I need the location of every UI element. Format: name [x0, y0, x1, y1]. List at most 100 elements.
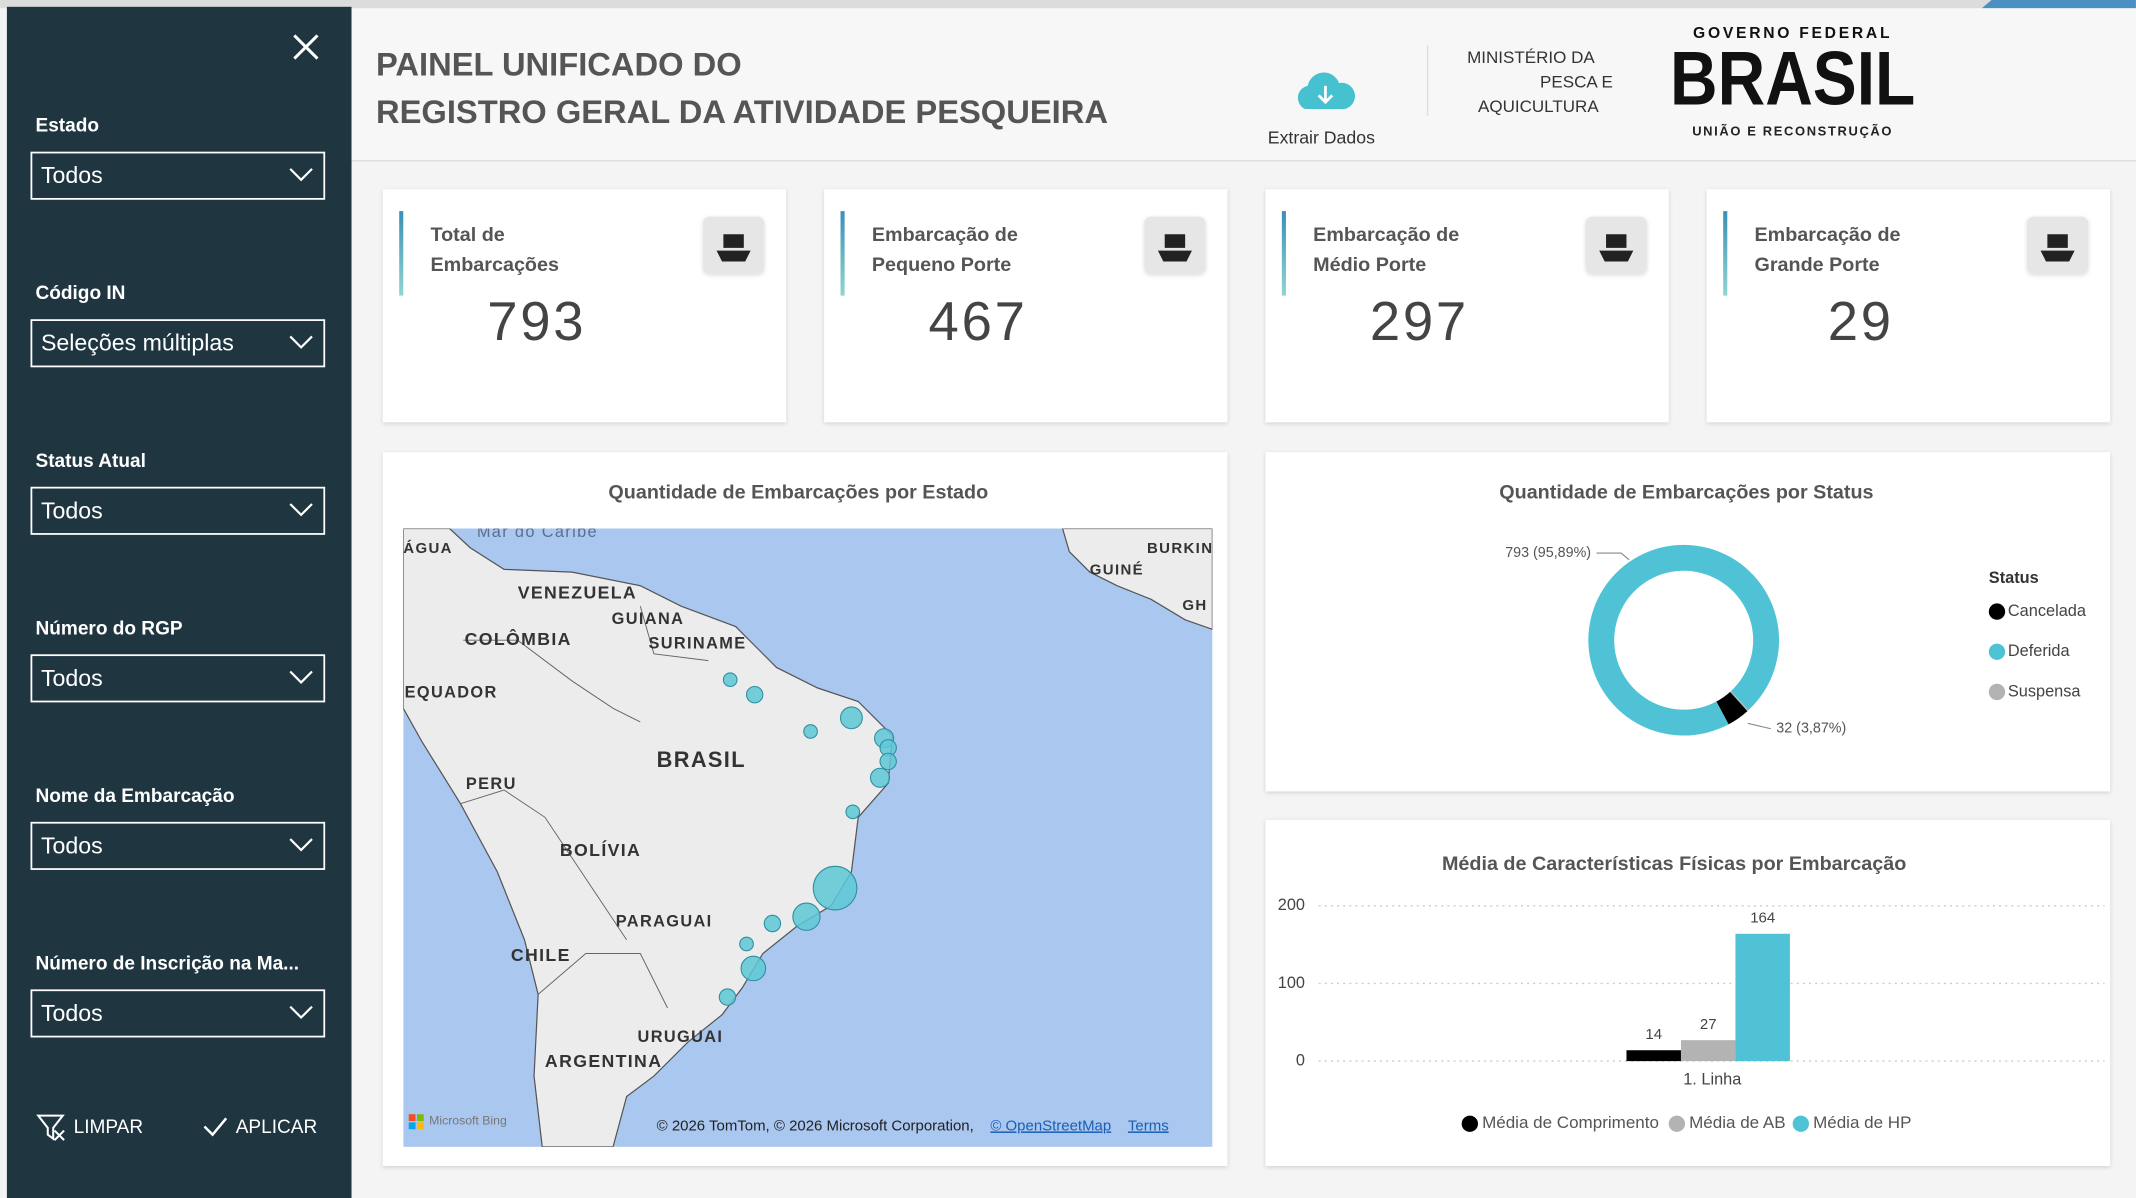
bing-text: Microsoft Bing: [429, 1113, 507, 1127]
dropdown[interactable]: Todos: [30, 821, 326, 870]
kpi-accent: [1281, 211, 1286, 296]
bar[interactable]: [1626, 1050, 1681, 1062]
chevron: [289, 335, 313, 349]
filter-label: Estado: [35, 116, 99, 137]
logo-top: GOVERNO FEDERAL: [1693, 25, 1892, 42]
donut-segment[interactable]: [1730, 691, 1749, 712]
bubble[interactable]: [845, 804, 861, 820]
kpi-row: Total de Embarcações 793 Embarcação de Peque…: [382, 189, 2111, 423]
bubble[interactable]: [879, 752, 897, 771]
donut-segment[interactable]: [1716, 691, 1748, 725]
filter-label: Nome da Embarcação: [35, 786, 234, 807]
apply-label: APLICAR: [236, 1117, 318, 1138]
top-accent: [1981, 0, 2136, 9]
map-label: BRASIL: [657, 747, 746, 772]
bar-chart: Média de Características Físicas por Emb…: [1278, 853, 2105, 1132]
dropdown[interactable]: Seleções múltiplas: [30, 319, 326, 368]
bing-logo: [408, 1114, 416, 1122]
data-label: 164: [1750, 910, 1775, 927]
map-label: COLÔMBIA: [465, 628, 572, 649]
legend-label: Cancelada: [2008, 602, 2087, 620]
chart-title: Quantidade de Embarcações por Status: [1499, 481, 1873, 503]
map-label: GUIANA: [612, 610, 685, 628]
kpi-label: Embarcações: [431, 254, 559, 276]
bubble[interactable]: [763, 914, 782, 933]
bing-logo: [416, 1122, 424, 1130]
dropdown-value: Seleções múltiplas: [41, 330, 234, 356]
leader-line: [1747, 722, 1771, 730]
filter-label: Status Atual: [35, 451, 145, 472]
attribution: © 2026 TomTom, © 2026 Microsoft Corporat…: [657, 1117, 974, 1134]
filter-label: Código IN: [35, 283, 125, 304]
chevron: [289, 503, 313, 517]
data-label: 27: [1700, 1016, 1717, 1033]
map-label: BURKIN: [1147, 540, 1213, 557]
dropdown[interactable]: Todos: [30, 151, 326, 200]
map-title: Quantidade de Embarcações por Estado: [608, 481, 988, 503]
close-button[interactable]: [293, 34, 319, 60]
bubble[interactable]: [718, 988, 737, 1006]
chevron: [289, 1005, 313, 1020]
kpi-label: Embarcação de: [872, 224, 1018, 246]
map-label: ÁGUA: [403, 540, 453, 557]
dropdown-value: Todos: [41, 832, 103, 858]
map-label: PERU: [466, 775, 517, 793]
land-africa: [1061, 528, 1213, 630]
extract-button[interactable]: Extrair Dados: [1268, 72, 1375, 148]
legend-label: Deferida: [2008, 642, 2071, 660]
kpi-icon: [1157, 234, 1192, 262]
ministry: MINISTÉRIO DA: [1467, 48, 1595, 67]
dropdown-box: [30, 319, 326, 368]
terms-link[interactable]: Terms: [1128, 1117, 1169, 1134]
logo-bottom: UNIÃO E RECONSTRUÇÃO: [1692, 124, 1893, 139]
dropdown-box: [30, 486, 326, 535]
check-icon: [203, 1117, 228, 1137]
map-label: Mar do Caribe: [477, 523, 598, 541]
legend-label: Suspensa: [2008, 682, 2082, 700]
bubble[interactable]: [739, 936, 754, 952]
dropdown[interactable]: Todos: [30, 989, 326, 1038]
bing-logo: [416, 1114, 424, 1122]
map-label: SURINAME: [648, 635, 746, 653]
map[interactable]: ÁGUA Mar do Caribe VENEZUELA GUIANA SURINAME…: [403, 523, 1213, 1147]
legend-swatch: [1792, 1115, 1810, 1132]
dropdown-value: Todos: [41, 1000, 103, 1026]
bubble[interactable]: [812, 865, 858, 911]
apply-button[interactable]: APLICAR: [203, 1117, 318, 1138]
filter-label: Número de Inscrição na Ma...: [35, 953, 299, 974]
osm-link[interactable]: © OpenStreetMap: [990, 1117, 1111, 1134]
bubble[interactable]: [740, 955, 767, 982]
bubble[interactable]: [745, 685, 764, 704]
legend-swatch: [1988, 643, 2006, 660]
clear-label: LIMPAR: [74, 1117, 143, 1138]
kpi-label: Total de: [431, 224, 505, 246]
data-label: 32 (3,87%): [1776, 721, 1846, 737]
kpi-value: 467: [929, 291, 1028, 352]
ministry: AQUICULTURA: [1478, 97, 1599, 116]
map-label: URUGUAI: [638, 1028, 724, 1046]
kpi-value: 297: [1370, 291, 1469, 352]
bar[interactable]: [1680, 1040, 1736, 1062]
clear-button[interactable]: LIMPAR: [36, 1114, 143, 1141]
map-label: ARGENTINA: [545, 1051, 662, 1071]
map-label: PARAGUAI: [616, 912, 713, 930]
bar[interactable]: [1735, 933, 1790, 1062]
data-label: 793 (95,89%): [1505, 545, 1591, 561]
dropdown[interactable]: Todos: [30, 486, 326, 535]
leader-line: [1596, 552, 1630, 561]
dropdown-box: [30, 151, 326, 200]
dropdown[interactable]: Todos: [30, 654, 326, 703]
bubble[interactable]: [792, 902, 821, 931]
bar-card: [1265, 820, 2111, 1166]
kpi-label: Embarcação de: [1755, 224, 1901, 246]
y-tick-label: 0: [1296, 1051, 1305, 1069]
kpi-accent: [1723, 211, 1728, 296]
bubble[interactable]: [869, 767, 891, 788]
bubble[interactable]: [803, 724, 818, 739]
data-label: 14: [1645, 1026, 1662, 1043]
bubble[interactable]: [722, 672, 738, 688]
y-tick-label: 200: [1278, 896, 1305, 914]
legend-label: Média de Comprimento: [1482, 1113, 1659, 1132]
bubble[interactable]: [839, 706, 863, 730]
